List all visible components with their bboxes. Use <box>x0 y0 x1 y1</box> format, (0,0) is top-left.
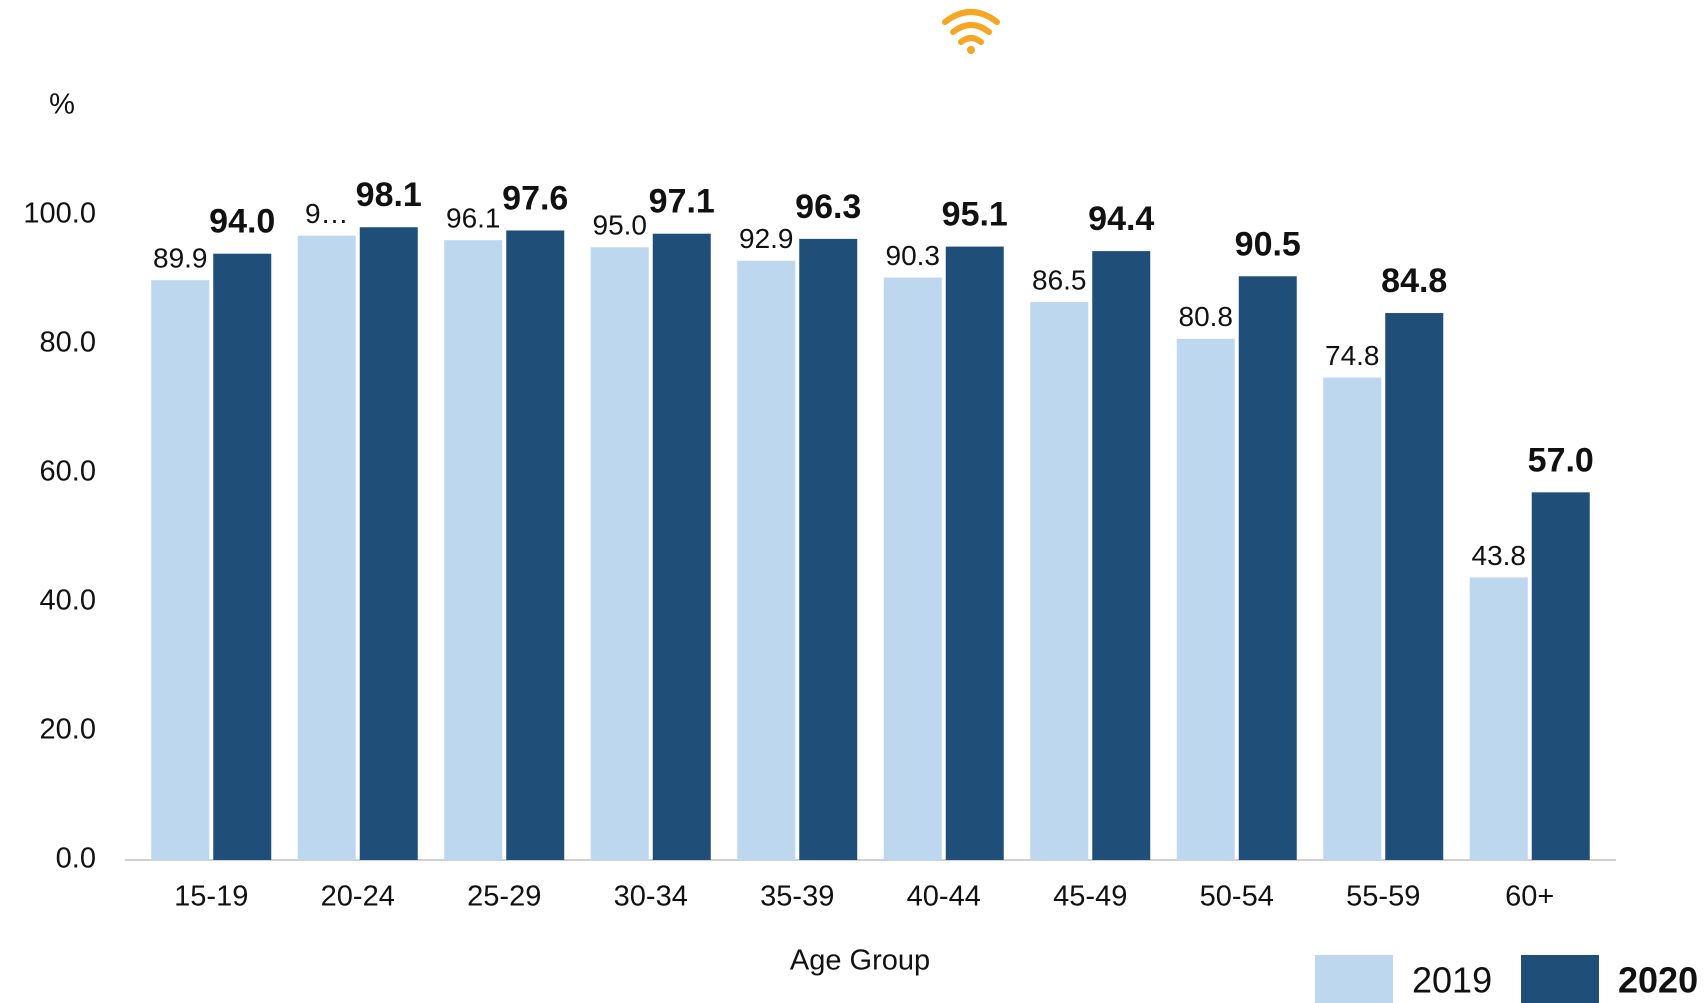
value-label: 9… <box>305 198 349 229</box>
y-tick-label: 60.0 <box>40 456 96 488</box>
bar <box>884 278 942 860</box>
bar <box>1092 251 1150 860</box>
bar <box>1030 302 1088 860</box>
value-label: 74.8 <box>1325 340 1380 371</box>
bar <box>444 240 502 860</box>
value-label: 80.8 <box>1179 301 1234 332</box>
x-tick-label: 60+ <box>1505 881 1554 913</box>
bar <box>1323 378 1381 860</box>
bar <box>1177 339 1235 860</box>
x-tick-label: 20-24 <box>321 881 395 913</box>
bar <box>591 247 649 860</box>
x-tick-label: 55-59 <box>1346 881 1420 913</box>
x-tick-label: 45-49 <box>1053 881 1127 913</box>
value-label: 95.1 <box>942 196 1008 234</box>
bar <box>737 261 795 860</box>
bar <box>1532 492 1590 860</box>
y-tick-label: 0.0 <box>56 843 96 875</box>
bar <box>1385 313 1443 860</box>
y-tick-label: 80.0 <box>40 327 96 359</box>
value-label: 94.4 <box>1088 200 1154 238</box>
bar <box>799 239 857 860</box>
value-label: 43.8 <box>1472 540 1527 571</box>
x-tick-label: 50-54 <box>1200 881 1274 913</box>
value-label: 57.0 <box>1528 441 1594 479</box>
bar <box>1470 577 1528 860</box>
y-tick-label: 100.0 <box>23 198 96 230</box>
bar <box>298 236 356 860</box>
x-tick-label: 25-29 <box>467 881 541 913</box>
y-unit-label: % <box>49 89 75 121</box>
bar <box>946 247 1004 860</box>
x-tick-label: 15-19 <box>174 881 248 913</box>
value-label: 96.3 <box>795 188 861 226</box>
y-tick-label: 20.0 <box>40 714 96 746</box>
value-label: 90.3 <box>886 240 941 271</box>
bar <box>506 230 564 860</box>
value-label: 97.6 <box>502 179 568 217</box>
y-tick-label: 40.0 <box>40 585 96 617</box>
legend-swatch <box>1315 955 1393 1003</box>
chart: % Age Group 0.0 20.0 40.0 60.0 80.0 100.0 15-1… <box>0 0 1704 1003</box>
bar <box>360 227 418 860</box>
bar <box>151 280 209 860</box>
value-label: 95.0 <box>593 210 648 241</box>
x-tick-label: 30-34 <box>614 881 688 913</box>
value-label: 96.1 <box>446 203 501 234</box>
value-label: 90.5 <box>1235 225 1301 263</box>
value-label: 84.8 <box>1381 262 1447 300</box>
legend-label: 2020 <box>1618 960 1698 1001</box>
value-label: 94.0 <box>209 203 275 241</box>
bar <box>653 234 711 860</box>
x-axis-label: Age Group <box>790 945 930 977</box>
x-tick-label: 35-39 <box>760 881 834 913</box>
legend-label: 2019 <box>1412 960 1492 1001</box>
wifi-icon <box>945 12 997 54</box>
bar <box>1239 276 1297 860</box>
value-label: 98.1 <box>356 176 422 214</box>
value-label: 86.5 <box>1032 264 1087 295</box>
value-label: 97.1 <box>649 183 715 221</box>
value-label: 89.9 <box>153 243 208 274</box>
legend-swatch <box>1521 955 1599 1003</box>
x-tick-label: 40-44 <box>907 881 981 913</box>
bar <box>213 254 271 860</box>
value-label: 92.9 <box>739 223 794 254</box>
